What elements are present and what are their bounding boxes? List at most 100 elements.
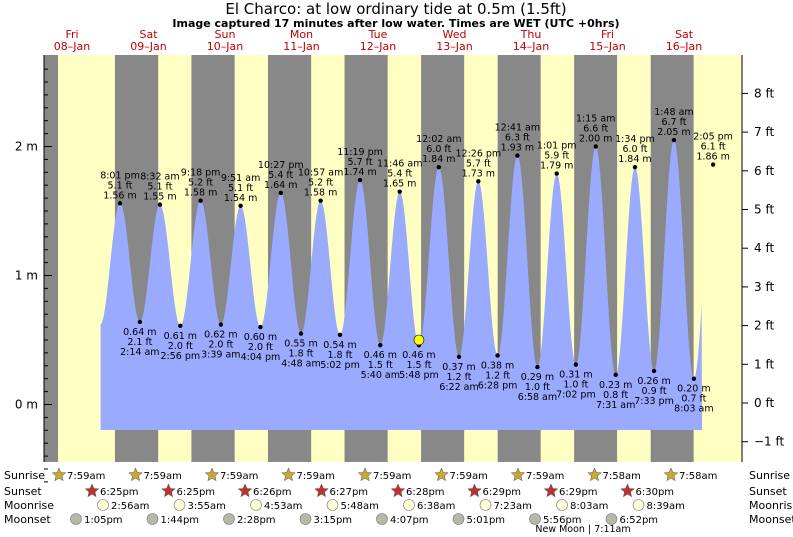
high-tide-point <box>671 137 677 143</box>
low-tide-point <box>456 354 462 359</box>
high-tide-point <box>238 203 243 209</box>
moonset-icon <box>70 513 82 525</box>
sunrise-time: 7:59am <box>67 471 105 482</box>
high-tide-label: 5.2 ft <box>308 178 333 189</box>
moonrise-icon <box>326 499 339 511</box>
moonrise-icon <box>97 499 109 511</box>
right-tick-label: 1 ft <box>754 357 774 371</box>
low-tide-label: 1.8 ft <box>289 349 314 360</box>
high-tide-label: 1.54 m <box>224 193 257 204</box>
high-tide-label: 5.9 ft <box>544 151 569 162</box>
low-tide-label: 5:40 am <box>361 370 400 381</box>
high-tide-label: 5.1 ft <box>108 180 133 191</box>
low-tide-point <box>573 362 579 367</box>
low-tide-label: 0.61 m <box>164 331 197 342</box>
moonset-icon <box>376 513 388 525</box>
moonset-icon <box>605 513 618 525</box>
low-tide-label: 0.60 m <box>244 332 277 343</box>
high-tide-point <box>357 177 363 183</box>
day-name: Sat <box>675 28 694 41</box>
sunset-time: 6:25pm <box>100 487 139 498</box>
low-tide-label: 1.0 ft <box>563 380 588 391</box>
low-tide-label: 6:28 pm <box>478 380 518 391</box>
moonset-icon <box>299 513 312 525</box>
sunset-icon <box>84 483 100 498</box>
high-tide-label: 6.7 ft <box>661 117 686 128</box>
high-tide-point <box>278 190 283 196</box>
sunrise-row-label-right: Sunrise <box>749 469 790 482</box>
sunset-time: 6:30pm <box>636 487 675 498</box>
day-name: Wed <box>443 28 467 41</box>
day-date: 15–Jan <box>589 40 625 53</box>
day-date: 13–Jan <box>436 40 472 53</box>
high-tide-label: 8:01 pm <box>100 170 140 181</box>
right-tick-label: 5 ft <box>754 203 774 217</box>
moonrise-row-label: Moonrise <box>4 499 54 512</box>
low-tide-label: 5:48 pm <box>399 370 439 381</box>
high-tide-point <box>318 198 323 203</box>
day-date: 10–Jan <box>207 40 243 53</box>
right-tick-label: 2 ft <box>754 319 774 333</box>
sunrise-icon <box>587 467 602 482</box>
high-tide-point <box>710 162 716 167</box>
high-tide-label: 12:41 am <box>495 123 540 134</box>
right-tick-label: 8 ft <box>754 86 774 100</box>
low-tide-label: 1.0 ft <box>525 382 550 393</box>
right-tick-label: −1 ft <box>754 435 785 449</box>
moonrise-time: 3:55am <box>188 501 226 512</box>
moonset-row-label: Moonset <box>4 513 51 526</box>
day-name: Tue <box>368 28 388 41</box>
tide-water-area <box>100 140 703 431</box>
moonrise-time: 7:23am <box>494 501 532 512</box>
chart-title: El Charco: at low ordinary tide at 0.5m … <box>225 0 566 18</box>
high-tide-label: 2:05 pm <box>693 132 733 143</box>
high-tide-label: 1.79 m <box>540 161 573 172</box>
high-tide-label: 1.86 m <box>696 152 729 163</box>
sunrise-icon <box>204 467 220 482</box>
low-tide-label: 8:03 am <box>674 404 713 415</box>
sunrise-icon <box>51 467 67 482</box>
low-tide-label: 0.54 m <box>323 340 356 351</box>
low-tide-label: 6:58 am <box>518 392 557 403</box>
low-tide-label: 2.0 ft <box>208 340 233 351</box>
low-tide-label: 0.31 m <box>559 370 592 381</box>
sunrise-icon <box>357 467 373 482</box>
low-tide-label: 7:33 pm <box>634 396 674 407</box>
daylight-band <box>58 55 90 462</box>
right-tick-label: 6 ft <box>754 164 774 178</box>
sunset-time: 6:27pm <box>330 487 369 498</box>
low-tide-point <box>298 331 304 336</box>
moonset-time: 3:15pm <box>314 515 353 526</box>
high-tide-label: 1.84 m <box>618 154 651 165</box>
right-tick-label: 0 ft <box>754 396 774 410</box>
day-date: 16–Jan <box>666 40 702 53</box>
sunset-icon <box>543 483 559 498</box>
high-tide-label: 5.2 ft <box>188 178 213 189</box>
day-date: 12–Jan <box>360 40 396 53</box>
high-tide-point <box>397 189 402 194</box>
moonset-icon <box>146 513 159 525</box>
day-date: 09–Jan <box>130 40 166 53</box>
low-tide-point <box>137 319 143 325</box>
day-headers: Fri08–JanSat09–JanSun10–JanMon11–JanTue1… <box>54 28 702 53</box>
day-name: Mon <box>290 28 313 41</box>
moonset-time: 4:07pm <box>390 515 429 526</box>
low-tide-label: 0.23 m <box>599 380 632 391</box>
high-tide-label: 5.4 ft <box>387 169 412 180</box>
low-tide-point <box>337 332 343 338</box>
moonset-time: 5:56pm <box>543 515 582 526</box>
sunset-icon <box>314 483 329 498</box>
low-tide-label: 2:56 pm <box>160 351 200 362</box>
high-tide-label: 1.65 m <box>383 179 416 190</box>
high-tide-point <box>515 153 520 158</box>
high-tide-label: 1:48 am <box>654 107 693 118</box>
high-tide-label: 6.0 ft <box>426 144 451 155</box>
day-date: 08–Jan <box>54 40 90 53</box>
low-tide-point <box>651 368 657 374</box>
low-tide-label: 6:22 am <box>439 382 478 393</box>
high-tide-label: 1.64 m <box>264 180 297 191</box>
high-tide-point <box>593 144 598 149</box>
moonset-time: 1:44pm <box>161 515 200 526</box>
moonset-icon <box>223 513 235 525</box>
low-tide-label: 4:48 am <box>281 359 320 370</box>
